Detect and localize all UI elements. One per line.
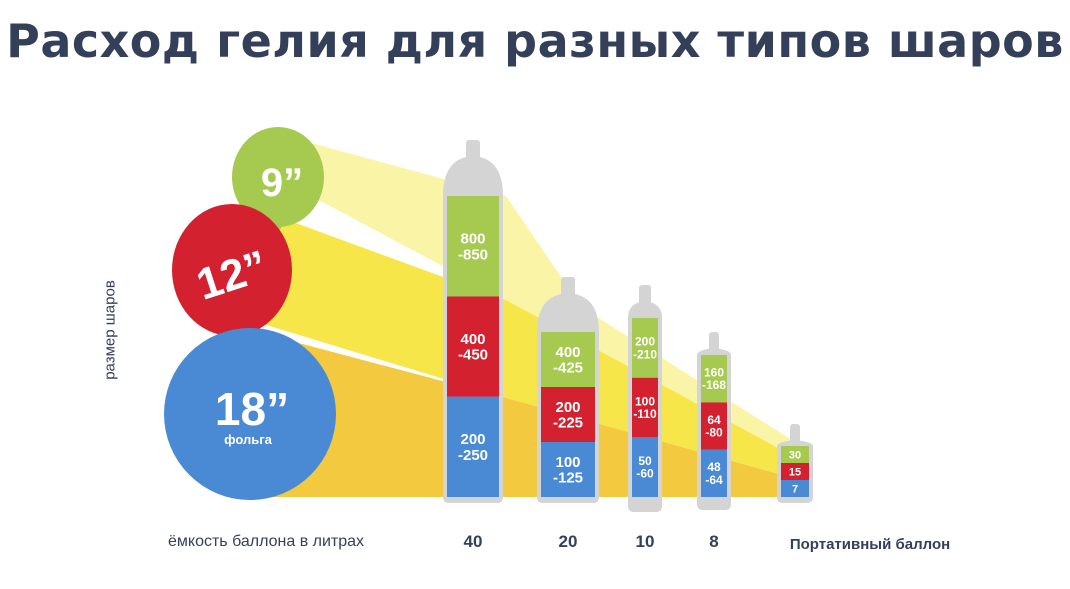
cylinders: 200 -250 400 -450 800 -850 100 -125 200 -225 400 -4…: [443, 140, 813, 512]
balloon-9: 9”: [232, 127, 324, 232]
cylinder-valve: [466, 140, 480, 160]
category-label: 10: [635, 532, 655, 551]
balloon-shape: [232, 127, 324, 227]
category-label: 40: [463, 532, 483, 551]
beam-small-rest: [570, 300, 800, 455]
cylinder-2: 50 -60 100 -110 200 -210: [628, 285, 662, 512]
bar-small: [447, 196, 499, 297]
balloons: 9”12”18”фольга: [164, 127, 336, 500]
data-label: 200 -210: [633, 335, 657, 362]
data-label: 100 -125: [553, 454, 583, 487]
category-label: 8: [709, 532, 719, 551]
data-label: 400 -450: [458, 331, 488, 364]
data-label: 15: [789, 466, 801, 478]
balloon-18: 18”фольга: [164, 328, 336, 500]
bar-small: [632, 318, 658, 378]
cylinder-valve: [709, 332, 719, 352]
data-label: 200 -250: [458, 431, 488, 464]
bar-medium: [701, 402, 727, 450]
bar-medium: [781, 463, 809, 480]
data-label: 100 -110: [633, 394, 657, 421]
bar-medium: [541, 387, 595, 442]
bar-foil: [541, 442, 595, 497]
cylinder-1: 100 -125 200 -225 400 -425: [537, 277, 599, 503]
category-label: Портативный баллон: [789, 536, 951, 553]
category-label: 20: [558, 532, 578, 551]
balloon-shape: [172, 204, 292, 336]
data-label: 400 -425: [553, 344, 583, 377]
bar-foil: [701, 449, 727, 497]
cylinder-0: 200 -250 400 -450 800 -850: [443, 140, 503, 503]
cylinder-3: 48 -64 64 -80 160 -168: [697, 332, 731, 510]
data-label: 7: [792, 483, 798, 495]
cylinder-valve: [790, 424, 800, 444]
bar-foil: [781, 480, 809, 497]
cylinder-4: 7 15 30: [777, 424, 813, 503]
bar-foil: [447, 396, 499, 497]
data-label: 30: [789, 449, 801, 461]
data-label: 48 -64: [705, 460, 723, 487]
data-label: 160 -168: [702, 366, 726, 393]
chart-title: Расход гелия для разных типов шаров: [6, 14, 1064, 68]
beam-medium-40: [250, 210, 506, 398]
cylinder-valve: [639, 285, 651, 305]
bar-small: [781, 446, 809, 463]
balloon-shape: [164, 328, 336, 500]
x-axis-label: ёмкость баллона в литрах: [168, 533, 365, 550]
cylinder-valve: [561, 277, 575, 297]
balloon-label: 18”: [215, 383, 289, 435]
data-label: 200 -225: [553, 399, 583, 432]
data-label: 50 -60: [636, 454, 654, 481]
balloon-sub-label: фольга: [224, 432, 272, 447]
bar-foil: [632, 437, 658, 497]
y-axis-label: размер шаров: [101, 280, 119, 380]
bar-medium: [632, 377, 658, 438]
balloon-label: 9”: [261, 161, 303, 205]
data-label: 800 -850: [458, 231, 488, 264]
bar-small: [541, 332, 595, 387]
data-label: 64 -80: [705, 413, 723, 440]
bar-small: [701, 355, 727, 403]
bar-medium: [447, 296, 499, 397]
